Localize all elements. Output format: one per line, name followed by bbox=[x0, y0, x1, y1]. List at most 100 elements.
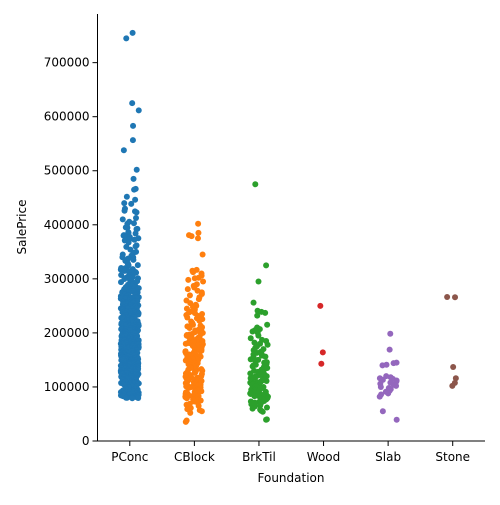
point-brktil bbox=[264, 341, 271, 348]
point-cblock bbox=[184, 314, 191, 321]
point-pconc bbox=[129, 395, 136, 402]
point-pconc bbox=[134, 278, 141, 285]
y-tick-label: 600000 bbox=[44, 110, 90, 124]
point-pconc bbox=[120, 147, 127, 154]
point-stone bbox=[452, 375, 459, 382]
point-cblock bbox=[200, 278, 207, 285]
point-brktil bbox=[247, 335, 254, 342]
point-stone bbox=[444, 293, 451, 300]
point-pconc bbox=[133, 166, 140, 173]
point-pconc bbox=[130, 256, 137, 263]
point-pconc bbox=[130, 122, 137, 129]
point-cblock bbox=[183, 395, 190, 402]
y-tick-label: 0 bbox=[82, 434, 90, 448]
y-tick-label: 500000 bbox=[44, 164, 90, 178]
point-slab bbox=[390, 360, 397, 367]
point-cblock bbox=[182, 418, 189, 425]
x-tick-label-wood: Wood bbox=[307, 450, 340, 464]
point-pconc bbox=[133, 215, 140, 222]
point-slab bbox=[385, 390, 392, 397]
point-brktil bbox=[263, 404, 270, 411]
point-pconc bbox=[121, 200, 128, 207]
point-pconc bbox=[129, 100, 136, 107]
point-brktil bbox=[262, 353, 269, 360]
x-tick-label-cblock: CBlock bbox=[174, 450, 215, 464]
point-cblock bbox=[198, 388, 205, 395]
point-wood bbox=[319, 349, 326, 356]
point-cblock bbox=[195, 220, 202, 227]
point-brktil bbox=[254, 312, 261, 319]
point-pconc bbox=[129, 137, 136, 144]
point-slab bbox=[393, 416, 400, 423]
point-pconc bbox=[132, 243, 139, 250]
point-cblock bbox=[195, 296, 202, 303]
point-pconc bbox=[121, 267, 128, 274]
point-cblock bbox=[195, 235, 201, 242]
point-cblock bbox=[186, 325, 193, 332]
point-cblock bbox=[185, 276, 192, 283]
x-axis-label: Foundation bbox=[258, 471, 325, 485]
y-axis-label: SalePrice bbox=[15, 200, 29, 255]
point-stone bbox=[450, 363, 457, 370]
points-layer bbox=[117, 29, 459, 425]
point-pconc bbox=[131, 186, 138, 193]
point-slab bbox=[379, 408, 386, 415]
point-cblock bbox=[185, 385, 192, 392]
point-brktil bbox=[249, 405, 256, 412]
point-brktil bbox=[264, 321, 271, 328]
point-pconc bbox=[123, 394, 130, 401]
point-brktil bbox=[255, 278, 262, 285]
point-slab bbox=[376, 393, 383, 400]
point-brktil bbox=[256, 387, 263, 394]
point-pconc bbox=[135, 107, 142, 114]
point-stone bbox=[449, 382, 456, 389]
point-wood bbox=[317, 302, 324, 309]
point-slab bbox=[393, 382, 400, 389]
point-slab bbox=[387, 330, 394, 337]
point-slab bbox=[379, 362, 386, 369]
point-cblock bbox=[182, 340, 189, 347]
point-cblock bbox=[196, 317, 203, 324]
point-brktil bbox=[250, 299, 257, 306]
point-brktil bbox=[249, 328, 256, 335]
point-cblock bbox=[198, 347, 205, 354]
point-brktil bbox=[257, 402, 264, 409]
x-tick-label-pconc: PConc bbox=[111, 450, 148, 464]
point-brktil bbox=[251, 393, 258, 400]
point-slab bbox=[386, 346, 393, 353]
point-brktil bbox=[255, 332, 262, 339]
point-pconc bbox=[130, 220, 137, 227]
point-pconc bbox=[128, 200, 135, 207]
x-tick-label-stone: Stone bbox=[435, 450, 470, 464]
point-pconc bbox=[123, 193, 130, 200]
point-cblock bbox=[187, 409, 194, 416]
y-tick-label: 400000 bbox=[44, 218, 90, 232]
point-cblock bbox=[184, 286, 191, 293]
point-brktil bbox=[247, 356, 254, 363]
point-wood bbox=[318, 360, 325, 367]
x-ticks: PConc CBlock BrkTil Wood Slab Stone bbox=[111, 441, 470, 464]
point-pconc bbox=[132, 196, 139, 203]
point-pconc bbox=[119, 216, 126, 223]
point-brktil bbox=[247, 370, 254, 377]
point-pconc bbox=[135, 395, 142, 402]
point-pconc bbox=[129, 29, 136, 36]
point-pconc bbox=[118, 279, 125, 286]
x-tick-label-slab: Slab bbox=[375, 450, 401, 464]
point-pconc bbox=[134, 262, 141, 269]
point-cblock bbox=[190, 269, 197, 276]
point-cblock bbox=[195, 229, 202, 236]
point-pconc bbox=[132, 230, 139, 237]
point-brktil bbox=[262, 309, 269, 316]
y-ticks: 0 100000 200000 300000 400000 500000 600000 700… bbox=[44, 56, 98, 448]
point-cblock bbox=[191, 275, 198, 282]
point-brktil bbox=[263, 262, 270, 269]
point-pconc bbox=[133, 209, 140, 216]
x-tick-label-brktil: BrkTil bbox=[242, 450, 276, 464]
point-pconc bbox=[125, 239, 132, 246]
point-cblock bbox=[188, 233, 195, 240]
point-cblock bbox=[186, 292, 193, 299]
point-pconc bbox=[130, 175, 137, 182]
